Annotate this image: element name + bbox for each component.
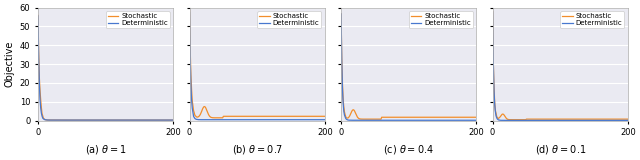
Stochastic: [51, 119, 58, 121]
Line: Stochastic: Stochastic: [189, 11, 325, 118]
Stochastic: [35, 51, 42, 53]
Stochastic: [337, 13, 345, 15]
Legend: Stochastic, Deterministic: Stochastic, Deterministic: [106, 11, 170, 28]
Deterministic: [92, 119, 99, 121]
Stochastic: [513, 119, 521, 121]
Deterministic: [84, 119, 92, 121]
Stochastic: [186, 10, 193, 12]
Deterministic: [186, 57, 194, 59]
Stochastic: [186, 49, 194, 51]
Stochastic: [259, 115, 267, 117]
Deterministic: [624, 119, 632, 121]
Stochastic: [461, 116, 469, 118]
Stochastic: [411, 116, 419, 118]
Deterministic: [243, 119, 251, 121]
Stochastic: [159, 119, 166, 121]
Legend: Stochastic, Deterministic: Stochastic, Deterministic: [257, 11, 321, 28]
Stochastic: [338, 57, 346, 59]
Stochastic: [489, 11, 497, 12]
Deterministic: [395, 119, 403, 121]
X-axis label: (a) $\theta = 1$: (a) $\theta = 1$: [84, 143, 127, 156]
Deterministic: [501, 119, 509, 121]
Deterministic: [321, 119, 329, 121]
X-axis label: (b) $\theta = 0.7$: (b) $\theta = 0.7$: [232, 143, 283, 156]
Stochastic: [170, 119, 177, 121]
Stochastic: [624, 118, 632, 120]
Deterministic: [35, 57, 42, 59]
Stochastic: [214, 117, 222, 119]
Stochastic: [362, 118, 370, 120]
Deterministic: [387, 119, 395, 121]
X-axis label: (d) $\theta = 0.1$: (d) $\theta = 0.1$: [534, 143, 586, 156]
Deterministic: [310, 119, 318, 121]
Deterministic: [349, 119, 357, 121]
Deterministic: [411, 119, 419, 121]
Deterministic: [547, 119, 554, 121]
Deterministic: [46, 119, 54, 121]
Deterministic: [108, 119, 116, 121]
Line: Stochastic: Stochastic: [493, 12, 628, 120]
Deterministic: [613, 119, 621, 121]
Legend: Stochastic, Deterministic: Stochastic, Deterministic: [409, 11, 473, 28]
Line: Deterministic: Deterministic: [341, 14, 476, 120]
Line: Deterministic: Deterministic: [189, 12, 325, 120]
Stochastic: [92, 119, 99, 121]
Stochastic: [84, 119, 92, 121]
Deterministic: [338, 61, 346, 63]
Stochastic: [613, 118, 621, 120]
Stochastic: [547, 118, 554, 120]
Deterministic: [490, 61, 497, 63]
Line: Stochastic: Stochastic: [341, 14, 476, 119]
Deterministic: [47, 119, 54, 121]
Line: Deterministic: Deterministic: [38, 16, 173, 120]
Stochastic: [34, 14, 42, 16]
Deterministic: [502, 119, 510, 121]
Stochastic: [108, 119, 116, 121]
Stochastic: [349, 109, 357, 111]
X-axis label: (c) $\theta = 0.4$: (c) $\theta = 0.4$: [383, 143, 434, 156]
Stochastic: [501, 115, 509, 117]
Deterministic: [489, 11, 497, 13]
Legend: Stochastic, Deterministic: Stochastic, Deterministic: [561, 11, 625, 28]
Stochastic: [563, 118, 570, 120]
Deterministic: [198, 119, 205, 121]
Deterministic: [236, 119, 243, 121]
Deterministic: [563, 119, 570, 121]
Deterministic: [539, 119, 547, 121]
Deterministic: [461, 119, 469, 121]
Deterministic: [34, 15, 42, 17]
Deterministic: [337, 13, 345, 15]
Line: Stochastic: Stochastic: [38, 15, 173, 120]
Stochastic: [46, 119, 54, 121]
Stochastic: [243, 115, 251, 117]
Deterministic: [199, 119, 207, 121]
Deterministic: [472, 119, 480, 121]
Stochastic: [321, 115, 329, 117]
Line: Deterministic: Deterministic: [493, 12, 628, 120]
Deterministic: [259, 119, 267, 121]
Stochastic: [395, 116, 403, 118]
Deterministic: [170, 119, 177, 121]
Stochastic: [198, 110, 205, 112]
Stochastic: [236, 115, 243, 117]
Deterministic: [350, 119, 358, 121]
Stochastic: [387, 116, 395, 118]
Y-axis label: Objective: Objective: [4, 41, 14, 87]
Stochastic: [490, 60, 497, 62]
Stochastic: [539, 118, 547, 120]
Stochastic: [310, 115, 318, 117]
Stochastic: [472, 116, 480, 118]
Deterministic: [186, 11, 193, 13]
Deterministic: [159, 119, 166, 121]
